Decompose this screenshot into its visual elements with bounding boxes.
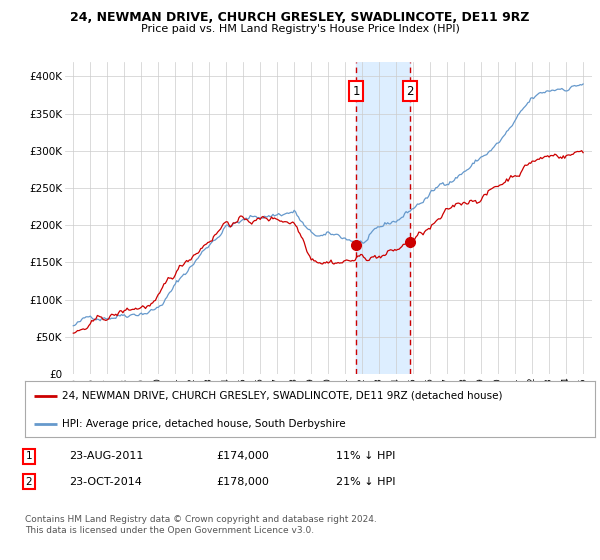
- Text: 24, NEWMAN DRIVE, CHURCH GRESLEY, SWADLINCOTE, DE11 9RZ: 24, NEWMAN DRIVE, CHURCH GRESLEY, SWADLI…: [70, 11, 530, 24]
- Text: 23-OCT-2014: 23-OCT-2014: [69, 477, 142, 487]
- Text: 1: 1: [25, 451, 32, 461]
- Text: 23-AUG-2011: 23-AUG-2011: [69, 451, 143, 461]
- Text: Contains HM Land Registry data © Crown copyright and database right 2024.
This d: Contains HM Land Registry data © Crown c…: [25, 515, 377, 535]
- Text: 21% ↓ HPI: 21% ↓ HPI: [336, 477, 395, 487]
- Text: 24, NEWMAN DRIVE, CHURCH GRESLEY, SWADLINCOTE, DE11 9RZ (detached house): 24, NEWMAN DRIVE, CHURCH GRESLEY, SWADLI…: [62, 391, 503, 401]
- Text: 1: 1: [352, 85, 360, 98]
- Text: HPI: Average price, detached house, South Derbyshire: HPI: Average price, detached house, Sout…: [62, 419, 346, 430]
- Text: 11% ↓ HPI: 11% ↓ HPI: [336, 451, 395, 461]
- Text: £174,000: £174,000: [216, 451, 269, 461]
- Bar: [356, 62, 410, 374]
- Text: 2: 2: [406, 85, 414, 98]
- Text: 2: 2: [25, 477, 32, 487]
- Text: £178,000: £178,000: [216, 477, 269, 487]
- Text: Price paid vs. HM Land Registry's House Price Index (HPI): Price paid vs. HM Land Registry's House …: [140, 24, 460, 34]
